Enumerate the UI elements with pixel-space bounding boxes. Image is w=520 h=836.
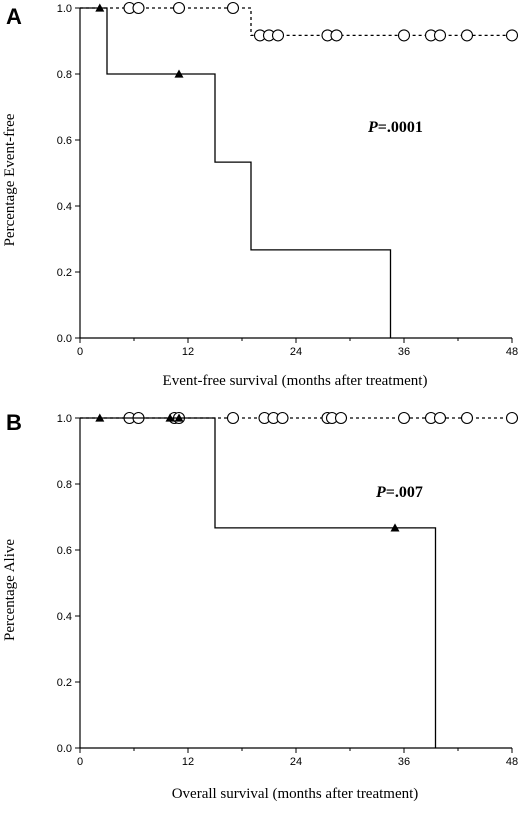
x-tick-label: 36 [398, 756, 410, 768]
x-tick-label: 0 [77, 756, 83, 768]
y-tick-label: 0.2 [57, 267, 72, 279]
dashed-survival-curve [80, 7, 512, 37]
p-label: P [367, 119, 378, 136]
x-tick-label: 24 [290, 756, 302, 768]
censor-marker-circle [397, 29, 411, 42]
y-axis-label: Percentage Alive [2, 539, 18, 641]
x-tick-label: 36 [398, 346, 410, 358]
panel-label: A [6, 4, 22, 29]
censor-marker-circle [505, 411, 519, 425]
y-tick-label: 1.0 [57, 413, 72, 425]
censor-marker-triangle [174, 413, 184, 422]
censor-marker-circle [226, 411, 240, 425]
x-axis-label: Event-free survival (months after treatm… [163, 373, 428, 389]
y-axis-label: Percentage Event-free [2, 113, 18, 246]
censor-marker-circle [132, 1, 145, 15]
p-label: P [375, 484, 386, 501]
censor-marker-triangle [95, 3, 105, 12]
x-tick-label: 48 [506, 346, 518, 358]
censor-marker-circle [460, 411, 474, 425]
censor-marker-circle [226, 1, 240, 15]
x-tick-label: 12 [182, 756, 194, 768]
censor-marker-circle [330, 29, 343, 42]
censor-marker-triangle [165, 413, 175, 422]
censor-marker-circle [172, 1, 186, 15]
x-tick-label: 48 [506, 756, 518, 768]
y-tick-label: 0.6 [57, 135, 72, 147]
x-tick-label: 12 [182, 346, 194, 358]
censor-marker-triangle [95, 413, 105, 422]
p-value: =.0001 [378, 119, 423, 136]
censor-marker-triangle [390, 523, 400, 532]
solid-survival-curve [80, 417, 437, 748]
x-tick-label: 0 [77, 346, 83, 358]
censor-marker-circle [505, 29, 519, 42]
censor-marker-circle [276, 411, 289, 425]
panel-label: B [6, 410, 22, 435]
censor-marker-triangle [174, 69, 184, 78]
y-tick-label: 0.0 [57, 333, 72, 345]
censor-marker-circle [397, 411, 411, 425]
y-tick-label: 0.8 [57, 69, 72, 81]
x-axis-label: Overall survival (months after treatment… [172, 786, 419, 802]
y-tick-label: 1.0 [57, 3, 72, 15]
y-tick-label: 0.6 [57, 545, 72, 557]
p-value: =.007 [386, 484, 423, 501]
y-tick-label: 0.4 [57, 201, 72, 213]
y-tick-label: 0.8 [57, 479, 72, 491]
panel-a: A Percentage Event-free Event-free survi… [2, 1, 519, 389]
y-tick-label: 0.2 [57, 677, 72, 689]
y-tick-label: 0.0 [57, 743, 72, 755]
panel-b: B Percentage Alive Overall survival (mon… [2, 410, 518, 802]
solid-survival-curve [80, 7, 392, 338]
censor-marker-circle [334, 411, 348, 425]
p-value-annotation: P=.007 [375, 484, 423, 501]
x-tick-label: 24 [290, 346, 302, 358]
censor-marker-circle [460, 29, 474, 42]
censor-marker-circle [271, 29, 285, 42]
censor-marker-circle [433, 411, 447, 425]
p-value-annotation: P=.0001 [367, 119, 423, 136]
y-tick-label: 0.4 [57, 611, 72, 623]
censor-marker-circle [433, 29, 447, 42]
